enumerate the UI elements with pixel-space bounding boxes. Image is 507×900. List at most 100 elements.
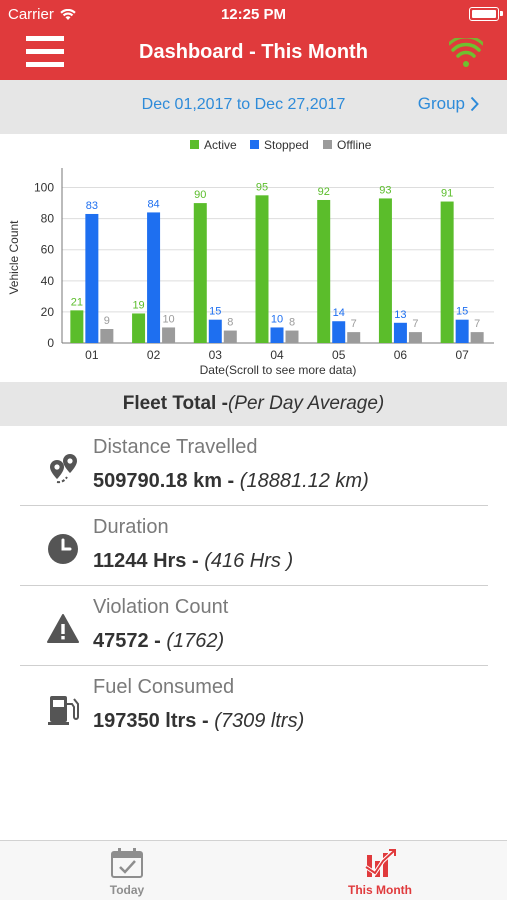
tab-this-month[interactable]: This Month (320, 847, 440, 897)
data-label: 7 (412, 318, 418, 330)
stat-label: Violation Count (93, 596, 228, 619)
legend-label: Active (204, 138, 237, 152)
stat-distance-travelled: Distance Travelled 509790.18 km - (18881… (20, 426, 488, 506)
bar-stopped (332, 321, 345, 343)
bar-active (70, 310, 83, 343)
y-tick-label: 20 (41, 305, 55, 319)
x-tick-label: 02 (147, 348, 161, 362)
data-label: 91 (441, 188, 453, 200)
stat-value: 197350 ltrs - (7309 ltrs) (93, 710, 304, 733)
y-tick-label: 0 (47, 336, 54, 350)
fleet-total-title: Fleet Total - (123, 393, 228, 414)
fuel-pump-icon (46, 692, 80, 726)
bar-offline (224, 331, 237, 343)
stat-fuel-consumed: Fuel Consumed 197350 ltrs - (7309 ltrs) (20, 666, 488, 746)
stat-label: Duration (93, 516, 169, 539)
bar-offline (100, 329, 113, 343)
data-label: 14 (333, 307, 345, 319)
bar-offline (162, 327, 175, 343)
bar-stopped (271, 327, 284, 343)
stat-value: 47572 - (1762) (93, 630, 224, 653)
x-tick-label: 03 (209, 348, 223, 362)
data-label: 15 (456, 306, 468, 318)
vehicle-status-chart[interactable]: 0 20 40 60 80 100 Vehicle Count Date(Scroll to … (0, 134, 507, 382)
month-chart-icon (363, 847, 397, 879)
data-label: 8 (289, 317, 295, 329)
tab-label: Today (67, 883, 187, 897)
y-tick-label: 80 (41, 212, 55, 226)
bar-active (132, 313, 145, 343)
bar-offline (471, 332, 484, 343)
x-tick-label: 04 (270, 348, 284, 362)
data-label: 93 (379, 184, 391, 196)
tab-label: This Month (320, 883, 440, 897)
data-label: 83 (86, 200, 98, 212)
calendar-check-icon (110, 847, 144, 879)
stat-label: Distance Travelled (93, 436, 258, 459)
y-axis-label: Vehicle Count (7, 220, 21, 295)
data-label: 7 (351, 318, 357, 330)
stat-value: 509790.18 km - (18881.12 km) (93, 470, 369, 493)
data-label: 15 (209, 306, 221, 318)
fleet-total-subtitle: (Per Day Average) (228, 393, 384, 414)
x-tick-label: 07 (455, 348, 469, 362)
fleet-total-header: Fleet Total -(Per Day Average) (0, 382, 507, 426)
legend-swatch (323, 140, 332, 149)
bar-stopped (147, 212, 160, 343)
legend-label: Offline (337, 138, 372, 152)
bar-offline (286, 331, 299, 343)
battery-icon (469, 7, 499, 21)
status-time: 12:25 PM (0, 6, 507, 23)
x-axis-label: Date(Scroll to see more data) (200, 363, 357, 377)
stat-value: 11244 Hrs - (416 Hrs ) (93, 550, 293, 573)
bar-stopped (85, 214, 98, 343)
date-filter-bar: Dec 01,2017 to Dec 27,2017 Group (0, 80, 507, 134)
bar-stopped (209, 320, 222, 343)
data-label: 9 (104, 315, 110, 327)
stat-duration: Duration 11244 Hrs - (416 Hrs ) (20, 506, 488, 586)
status-bar: Carrier 12:25 PM (0, 0, 507, 28)
y-tick-label: 100 (34, 181, 54, 195)
x-tick-label: 06 (394, 348, 408, 362)
warning-icon (46, 612, 80, 646)
page-title: Dashboard - This Month (0, 41, 507, 64)
legend-swatch (190, 140, 199, 149)
nav-bar: Dashboard - This Month (0, 28, 507, 80)
data-label: 10 (162, 313, 174, 325)
x-tick-label: 05 (332, 348, 346, 362)
data-label: 90 (194, 189, 206, 201)
data-label: 19 (132, 299, 144, 311)
group-button[interactable]: Group (418, 94, 479, 114)
y-tick-label: 60 (41, 243, 55, 257)
group-button-label: Group (418, 94, 465, 114)
chevron-right-icon (470, 96, 479, 112)
data-label: 7 (474, 318, 480, 330)
bar-stopped (394, 323, 407, 343)
y-tick-label: 40 (41, 274, 55, 288)
data-label: 95 (256, 181, 268, 193)
data-label: 13 (394, 309, 406, 321)
bar-active (441, 202, 454, 343)
data-label: 8 (227, 317, 233, 329)
tab-today[interactable]: Today (67, 847, 187, 897)
data-label: 10 (271, 313, 283, 325)
bar-offline (347, 332, 360, 343)
x-tick-label: 01 (85, 348, 99, 362)
bar-offline (409, 332, 422, 343)
stat-violation-count: Violation Count 47572 - (1762) (20, 586, 488, 666)
data-label: 21 (71, 296, 83, 308)
tab-bar: Today This Month (0, 840, 507, 900)
connection-status-icon[interactable] (449, 38, 483, 68)
data-label: 92 (318, 186, 330, 198)
data-label: 84 (147, 198, 159, 210)
bar-active (194, 203, 207, 343)
bar-active (256, 195, 269, 343)
location-pins-icon (46, 452, 80, 486)
bar-active (317, 200, 330, 343)
stat-label: Fuel Consumed (93, 676, 234, 699)
clock-icon (46, 532, 80, 566)
legend-label: Stopped (264, 138, 309, 152)
legend-swatch (250, 140, 259, 149)
bar-active (379, 198, 392, 343)
